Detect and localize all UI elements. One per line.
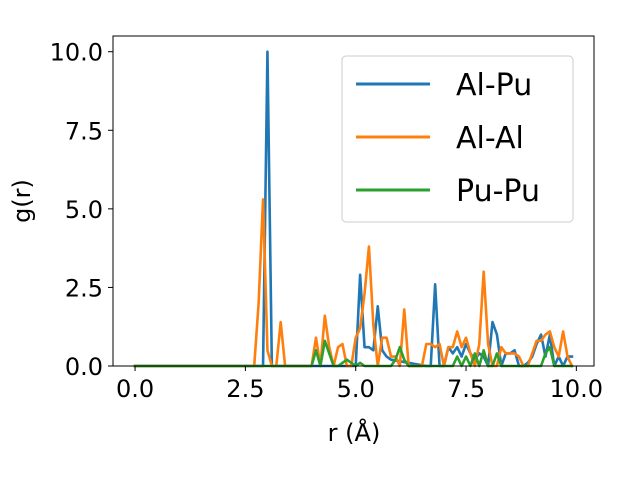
x-axis: 0.0 2.5 5.0 7.5 10.0 (116, 366, 603, 403)
legend-label-pu-pu: Pu-Pu (456, 174, 540, 209)
legend-box (341, 55, 574, 223)
series-line-al-al (133, 198, 574, 368)
x-tick-label: 5.0 (337, 375, 375, 403)
x-tick-label: 7.5 (447, 375, 485, 403)
y-axis: 0.0 2.5 5.0 7.5 10.0 (50, 39, 113, 381)
y-tick-label: 2.5 (65, 274, 103, 302)
x-axis-label: r (Å) (328, 418, 381, 447)
y-tick-label: 7.5 (65, 117, 103, 145)
y-tick-label: 5.0 (65, 196, 103, 224)
y-tick-label: 0.0 (65, 353, 103, 381)
x-tick-label: 10.0 (550, 375, 603, 403)
x-tick-label: 2.5 (226, 375, 264, 403)
legend-label-al-pu: Al-Pu (456, 68, 532, 103)
y-axis-label: g(r) (8, 179, 36, 223)
legend-label-al-al: Al-Al (456, 121, 524, 156)
x-tick-label: 0.0 (116, 375, 154, 403)
axes-frame (112, 35, 595, 367)
legend: Al-Pu Al-Al Pu-Pu (341, 55, 574, 223)
y-tick-label: 10.0 (50, 39, 103, 67)
